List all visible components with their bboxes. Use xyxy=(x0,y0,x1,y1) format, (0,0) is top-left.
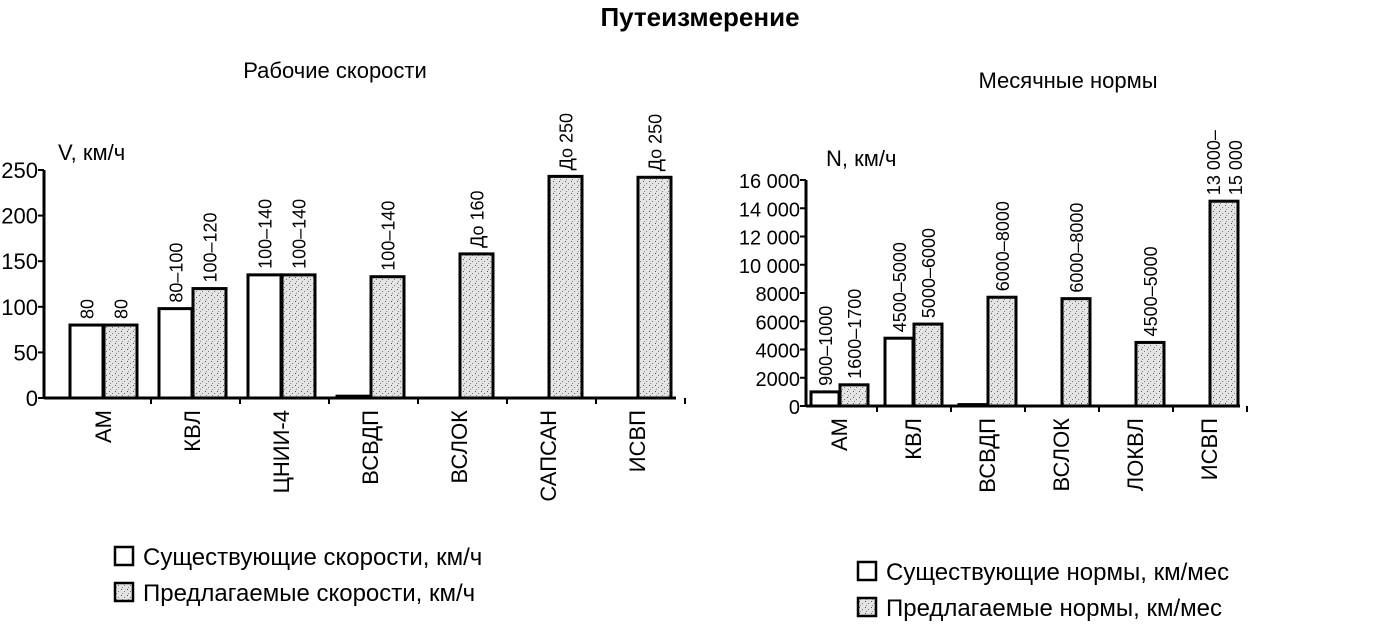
data-label: 80–100 xyxy=(167,243,187,303)
figure-title: Путеизмерение xyxy=(600,2,799,32)
y-tick-label: 4000 xyxy=(756,341,801,363)
x-tick-label: ВСВДП xyxy=(975,418,1000,493)
data-label: 13 000– xyxy=(1204,130,1224,195)
legend-label: Существующие нормы, км/мес xyxy=(886,559,1229,586)
y-axis-label: V, км/ч xyxy=(58,140,125,165)
data-label: До 250 xyxy=(646,114,666,171)
bar-existing xyxy=(957,403,989,408)
x-tick-label: ИСВП xyxy=(1197,418,1222,480)
x-tick-label: ИСВП xyxy=(625,410,650,472)
legend-label: Существующие скорости, км/ч xyxy=(143,544,482,571)
bar-proposed xyxy=(280,273,317,400)
y-tick-label: 100 xyxy=(1,295,38,320)
x-tick-label: ВСЛОК xyxy=(1049,418,1074,492)
bar-existing xyxy=(246,273,283,400)
bar-proposed xyxy=(369,275,406,400)
y-tick-label: 14 000 xyxy=(739,199,800,221)
x-tick-label: САПСАН xyxy=(536,410,561,502)
data-label: 6000–8000 xyxy=(993,201,1013,291)
y-tick-label: 250 xyxy=(1,158,38,183)
y-tick-label: 16 000 xyxy=(739,171,800,193)
chart-title: Месячные нормы xyxy=(978,68,1157,93)
bar-proposed xyxy=(458,252,495,400)
data-label: 900–1000 xyxy=(816,306,836,386)
bar-proposed xyxy=(1060,297,1092,408)
x-tick-label: АМ xyxy=(827,418,852,451)
data-label: 1600–1700 xyxy=(845,289,865,379)
data-label: 80 xyxy=(112,299,132,319)
x-tick-label: ВСВДП xyxy=(358,410,383,485)
legend-label: Предлагаемые нормы, км/мес xyxy=(886,595,1222,622)
bar-existing xyxy=(335,394,372,400)
y-tick-label: 12 000 xyxy=(739,228,800,250)
bar-proposed xyxy=(986,295,1018,408)
bar-proposed xyxy=(636,175,673,400)
data-label: 4500–5000 xyxy=(1141,246,1161,336)
y-tick-label: 0 xyxy=(789,397,800,419)
bar-existing xyxy=(68,323,105,400)
bar-existing xyxy=(883,336,915,408)
x-tick-label: АМ xyxy=(91,410,116,443)
data-label: 100–120 xyxy=(201,212,221,282)
bar-proposed xyxy=(1208,199,1240,408)
data-label: 100–140 xyxy=(290,199,310,269)
y-tick-label: 2000 xyxy=(756,369,801,391)
data-label: До 160 xyxy=(468,190,488,247)
data-label: 100–140 xyxy=(379,201,399,271)
bar-proposed xyxy=(838,383,870,408)
legend-swatch-proposed xyxy=(113,581,135,603)
bar-proposed xyxy=(1134,340,1166,408)
y-tick-label: 150 xyxy=(1,249,38,274)
bar-existing xyxy=(157,307,194,400)
y-tick-label: 6000 xyxy=(756,312,801,334)
y-axis-label: N, км/ч xyxy=(826,146,896,171)
data-label: 80 xyxy=(78,299,98,319)
bar-proposed xyxy=(547,174,584,400)
bar-proposed xyxy=(912,322,944,408)
legend-swatch-existing xyxy=(113,545,135,567)
chart-title: Рабочие скорости xyxy=(243,58,427,83)
data-label: 5000–6000 xyxy=(919,228,939,318)
y-tick-label: 0 xyxy=(26,386,38,411)
bar-proposed xyxy=(102,323,139,400)
bar-proposed xyxy=(191,287,228,400)
data-label: До 250 xyxy=(557,113,577,170)
x-tick-label: ЦНИИ-4 xyxy=(269,410,294,493)
data-label: 100–140 xyxy=(256,199,276,269)
data-label: 15 000 xyxy=(1226,140,1246,195)
data-label: 6000–8000 xyxy=(1067,203,1087,293)
y-tick-label: 8000 xyxy=(756,284,801,306)
bar-existing xyxy=(809,390,841,408)
x-tick-label: ЛОКВЛ xyxy=(1123,418,1148,491)
x-tick-label: КВЛ xyxy=(901,418,926,460)
x-tick-label: ВСЛОК xyxy=(447,410,472,484)
y-tick-label: 200 xyxy=(1,204,38,229)
x-tick-label: КВЛ xyxy=(180,410,205,452)
y-tick-label: 10 000 xyxy=(739,256,800,278)
data-label: 4500–5000 xyxy=(890,242,910,332)
y-tick-label: 50 xyxy=(14,340,38,365)
legend-swatch-existing xyxy=(856,560,878,582)
legend-label: Предлагаемые скорости, км/ч xyxy=(143,580,475,607)
legend-swatch-proposed xyxy=(856,596,878,618)
